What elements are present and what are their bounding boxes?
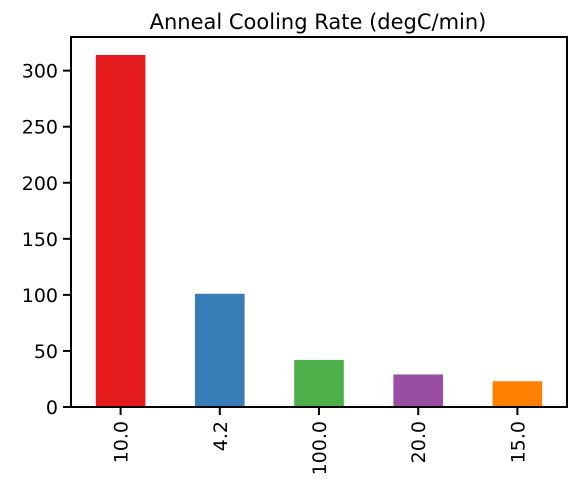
x-tick-label: 20.0: [408, 421, 430, 463]
bar: [393, 374, 443, 407]
x-tick-label: 100.0: [309, 421, 331, 475]
y-axis: 0 50 100 150 200 250 300: [22, 61, 71, 419]
x-axis: 10.0 4.2 100.0 20.0 15.0: [111, 407, 529, 475]
bar: [95, 54, 146, 407]
y-tick-label: 100: [22, 285, 58, 307]
chart-title: Anneal Cooling Rate (degC/min): [150, 10, 487, 34]
bar: [294, 359, 344, 407]
x-tick-label: 15.0: [507, 421, 529, 463]
y-tick-label: 250: [22, 117, 58, 139]
bars: [95, 54, 543, 407]
y-tick-label: 0: [46, 397, 58, 419]
y-tick-label: 200: [22, 173, 58, 195]
plot-frame: [70, 36, 568, 408]
bar: [195, 293, 245, 407]
y-tick-label: 300: [22, 61, 58, 83]
x-tick-label: 10.0: [111, 421, 133, 463]
y-tick-label: 50: [34, 341, 58, 363]
x-tick-label: 4.2: [210, 421, 232, 451]
y-tick-label: 150: [22, 229, 58, 251]
bar: [492, 381, 543, 407]
